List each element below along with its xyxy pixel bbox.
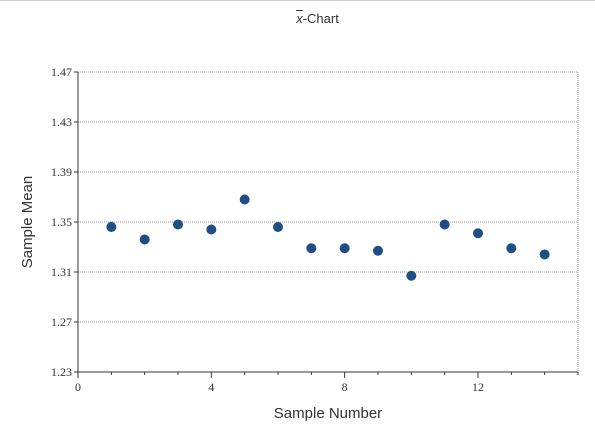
data-point bbox=[239, 194, 250, 205]
data-point bbox=[273, 222, 283, 232]
y-tick-label: 1.27 bbox=[51, 315, 72, 329]
x-tick-label: 4 bbox=[208, 380, 214, 394]
chart-title-suffix: -Chart bbox=[302, 11, 339, 26]
data-point bbox=[139, 234, 150, 245]
x-axis-title: Sample Number bbox=[274, 405, 382, 422]
data-point bbox=[439, 219, 450, 230]
y-tick-label: 1.43 bbox=[51, 115, 72, 129]
chart-title: x-Chart bbox=[0, 11, 595, 26]
y-tick-labels: 1.23 1.27 1.31 1.35 1.39 1.43 1.47 bbox=[51, 65, 72, 379]
y-axis-title: Sample Mean bbox=[19, 176, 36, 269]
data-point bbox=[339, 243, 350, 254]
y-tick-label: 1.23 bbox=[51, 365, 72, 379]
data-point bbox=[506, 243, 517, 254]
axes bbox=[74, 71, 579, 378]
data-point bbox=[473, 228, 483, 239]
x-tick-label: 12 bbox=[472, 380, 484, 394]
y-tick-label: 1.35 bbox=[51, 215, 72, 229]
data-point bbox=[206, 224, 217, 235]
x-tick-label: 8 bbox=[342, 380, 348, 394]
data-point bbox=[306, 243, 317, 254]
y-tick-label: 1.47 bbox=[51, 65, 72, 79]
x-tick-labels: 0 4 8 12 bbox=[75, 380, 484, 394]
data-point bbox=[373, 245, 383, 256]
data-point bbox=[406, 270, 417, 281]
grid-lines bbox=[78, 71, 579, 372]
data-point bbox=[539, 249, 550, 260]
chart-title-symbol: x bbox=[296, 11, 303, 26]
x-tick-label: 0 bbox=[75, 380, 81, 394]
data-points bbox=[106, 194, 550, 281]
data-point bbox=[173, 219, 183, 230]
top-divider bbox=[0, 0, 595, 1]
y-tick-label: 1.31 bbox=[51, 265, 72, 279]
data-point bbox=[106, 222, 117, 232]
y-tick-label: 1.39 bbox=[51, 165, 72, 179]
